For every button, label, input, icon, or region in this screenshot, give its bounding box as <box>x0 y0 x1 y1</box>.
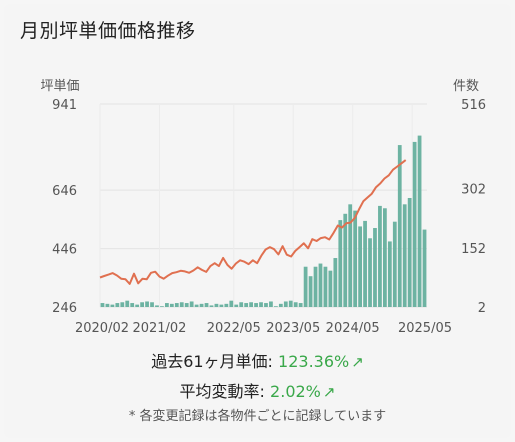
bar <box>303 266 308 307</box>
bar <box>100 303 105 307</box>
bar <box>333 258 338 307</box>
bar <box>194 304 199 307</box>
bar <box>383 208 387 307</box>
left-tick-label: 446 <box>52 243 77 258</box>
right-tick-label: 302 <box>461 183 486 198</box>
bar <box>373 228 377 307</box>
bar <box>155 305 159 307</box>
bar <box>110 304 115 307</box>
x-tick-label: 2021/02 <box>132 321 186 336</box>
bar <box>343 213 348 307</box>
bar <box>244 303 249 307</box>
line-series <box>99 159 407 285</box>
right-tick-label: 516 <box>461 98 486 113</box>
bar <box>249 302 253 307</box>
bar-series <box>100 135 427 307</box>
bar <box>140 302 144 307</box>
x-tick-label: 2025/05 <box>398 321 452 336</box>
bar <box>259 302 263 307</box>
bar <box>298 303 303 307</box>
bar <box>169 303 174 307</box>
bar <box>224 303 229 307</box>
bar <box>219 304 224 307</box>
bar <box>338 220 343 307</box>
bar <box>422 229 427 307</box>
bar <box>358 226 362 307</box>
bar <box>135 304 140 307</box>
bar <box>125 300 130 307</box>
bar <box>239 302 244 307</box>
bar <box>174 303 179 307</box>
bar <box>378 205 382 307</box>
axis-labels: 坪単価 件数 246 446 646 941 2 152 302 516 2020/02 2021/0… <box>40 78 486 336</box>
bar <box>412 141 417 307</box>
bar <box>417 135 422 307</box>
bar <box>402 204 407 307</box>
bar <box>353 210 358 307</box>
average-change-label: 平均変動率: <box>179 382 265 401</box>
bar <box>363 220 367 307</box>
bar <box>130 303 135 307</box>
bar <box>254 303 258 307</box>
bar <box>278 303 283 307</box>
left-tick-label: 246 <box>52 301 77 316</box>
bar <box>189 301 194 307</box>
bar <box>387 241 392 307</box>
bar <box>323 266 328 307</box>
bar <box>288 300 293 307</box>
bar <box>160 306 164 307</box>
bar <box>115 303 120 307</box>
footnote: * 各変更記録は各物件ごとに記録しています <box>128 409 387 424</box>
growth-rate: 過去61ヶ月単価: 123.36% ↗ <box>0 348 515 372</box>
bar <box>120 302 125 307</box>
bar <box>328 270 333 307</box>
bar <box>150 302 154 307</box>
right-tick-label: 152 <box>461 242 486 257</box>
bar <box>407 197 412 307</box>
bar <box>165 303 169 307</box>
bar <box>105 303 110 307</box>
bar <box>229 300 234 307</box>
bar <box>269 301 273 307</box>
bar <box>368 238 372 307</box>
bar <box>293 302 298 307</box>
bar <box>313 266 318 307</box>
x-tick-label: 2022/05 <box>207 321 261 336</box>
right-tick-label: 2 <box>478 301 486 316</box>
left-axis-title: 坪単価 <box>40 78 79 94</box>
price-line <box>99 159 407 285</box>
bar <box>234 304 239 307</box>
average-change: 平均変動率: 2.02% ↗ <box>0 378 515 402</box>
chart-title: 月別坪単価価格推移 <box>20 20 196 42</box>
chart-card <box>4 4 511 438</box>
growth-rate-label: 過去61ヶ月単価: <box>151 352 273 371</box>
right-axis-title: 件数 <box>453 79 479 94</box>
x-tick-label: 2020/02 <box>75 321 129 336</box>
bar <box>145 301 149 307</box>
left-tick-label: 646 <box>52 184 77 199</box>
growth-rate-value: 123.36% <box>278 352 350 371</box>
bar <box>209 305 214 307</box>
bar <box>199 303 204 307</box>
bar <box>264 303 268 307</box>
trend-up-icon: ↗ <box>351 353 364 371</box>
bar <box>397 145 402 307</box>
bar <box>179 302 184 307</box>
bar <box>318 263 323 307</box>
grid-lines <box>99 103 427 308</box>
bar <box>348 204 353 307</box>
bar <box>274 306 278 307</box>
trend-up-icon: ↗ <box>322 383 336 401</box>
x-tick-label: 2023/05 <box>266 321 320 336</box>
x-tick-label: 2024/05 <box>326 321 380 336</box>
bar <box>392 221 397 307</box>
bar <box>204 303 209 307</box>
bar <box>283 301 288 307</box>
bar <box>184 303 189 307</box>
bar <box>214 303 219 307</box>
left-tick-label: 941 <box>52 98 77 113</box>
price-chart: 坪単価 件数 246 446 646 941 2 152 302 516 2020/02 2021/0… <box>40 78 486 336</box>
bar <box>308 276 313 307</box>
average-change-value: 2.02% <box>270 382 321 401</box>
